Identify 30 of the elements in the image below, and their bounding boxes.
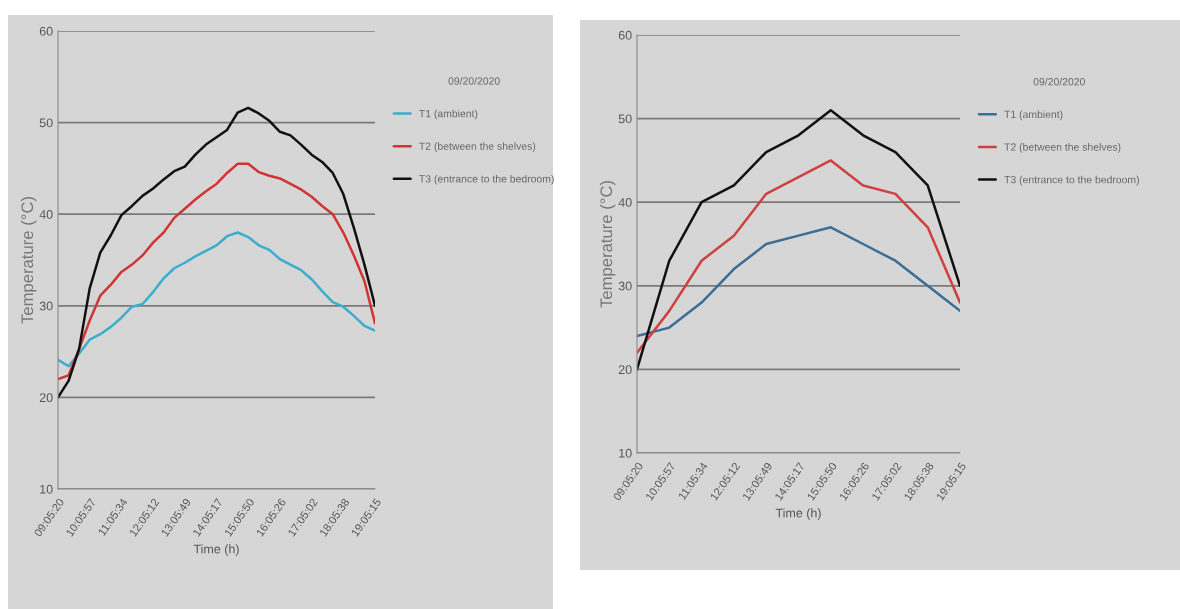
line-series — [637, 108, 960, 371]
line-series — [637, 226, 960, 338]
legend-label: T2 (between the shelves) — [1004, 143, 1121, 153]
legend-label: T1 (ambient) — [1004, 110, 1063, 121]
y-tick-label: 40 — [39, 210, 53, 219]
legend-label: T2 (between the shelves) — [419, 142, 536, 152]
y-tick-label: 10 — [619, 448, 632, 458]
legend-title: 09/20/2020 — [1033, 77, 1085, 86]
y-axis-title: Temperature (°C) — [20, 197, 37, 324]
y-tick-label: 60 — [618, 30, 632, 40]
y-tick-label: 10 — [40, 484, 53, 494]
legend-label: T1 (ambient) — [419, 109, 478, 120]
y-tick-label: 50 — [618, 114, 632, 124]
y-tick-label: 60 — [39, 26, 53, 36]
y-tick-label: 30 — [618, 281, 632, 291]
legend-label: T3 (entrance to the bedroom) — [419, 174, 554, 185]
y-tick-label: 30 — [39, 301, 53, 311]
line-series — [58, 106, 375, 399]
y-tick-label: 20 — [618, 365, 632, 375]
y-tick-label: 50 — [39, 118, 53, 128]
legend-label: T3 (entrance to the bedroom) — [1004, 175, 1139, 186]
y-tick-label: 20 — [39, 393, 53, 403]
y-tick-label: 40 — [618, 198, 632, 207]
line-series — [58, 162, 375, 381]
line-series — [58, 231, 375, 368]
legend-title: 09/20/2020 — [448, 77, 500, 85]
x-axis-title: Time (h) — [775, 508, 821, 520]
y-axis-title: Temperature (°C) — [599, 181, 616, 308]
line-series — [637, 159, 960, 354]
x-axis-title: Time (h) — [193, 544, 239, 556]
